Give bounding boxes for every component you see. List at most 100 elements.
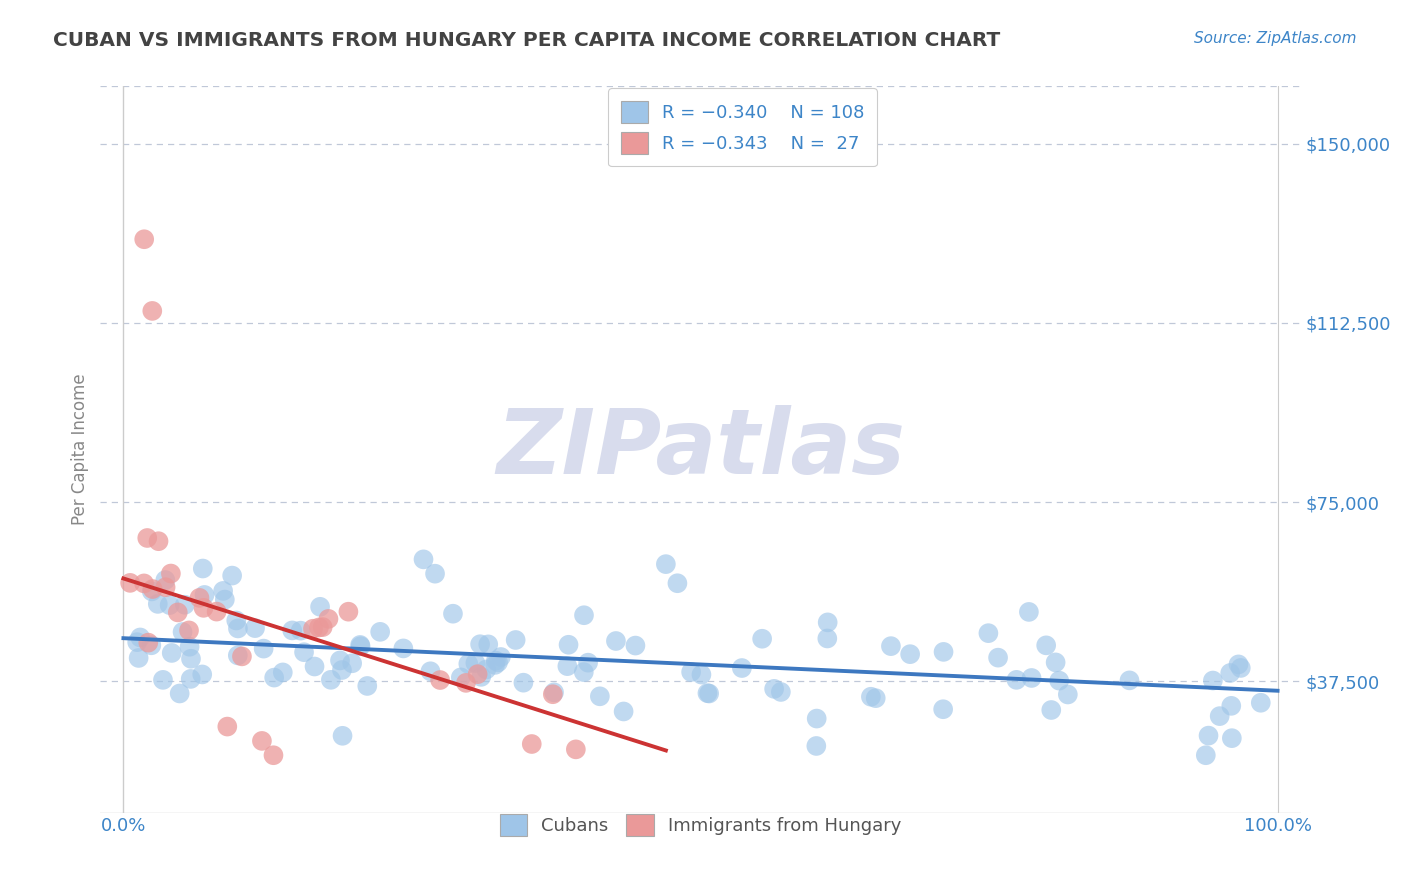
Point [557, 659, 579, 673]
Point [605, 634, 627, 648]
Point [806, 712, 828, 726]
Point [253, 641, 276, 656]
Point [464, 656, 486, 670]
Point [308, 620, 330, 634]
Point [1202, 673, 1225, 688]
Point [572, 608, 595, 623]
Point [1220, 698, 1243, 713]
Point [486, 656, 509, 670]
Point [136, 635, 159, 649]
Point [763, 681, 786, 696]
Point [815, 632, 838, 646]
Point [128, 651, 150, 665]
Point [191, 561, 214, 575]
Point [172, 625, 194, 640]
Point [319, 673, 342, 687]
Point [329, 653, 352, 667]
Point [880, 639, 903, 653]
Point [1056, 688, 1078, 702]
Point [349, 639, 371, 653]
Point [148, 534, 170, 549]
Point [188, 591, 211, 605]
Point [751, 632, 773, 646]
Point [155, 573, 177, 587]
Text: Source: ZipAtlas.com: Source: ZipAtlas.com [1194, 31, 1357, 46]
Point [127, 635, 149, 649]
Point [160, 566, 183, 581]
Point [134, 232, 156, 246]
Point [129, 631, 152, 645]
Point [349, 638, 371, 652]
Point [120, 575, 142, 590]
Point [865, 691, 887, 706]
Point [1118, 673, 1140, 688]
Point [332, 729, 354, 743]
Point [932, 702, 955, 716]
Point [340, 657, 363, 671]
Point [1250, 696, 1272, 710]
Point [180, 652, 202, 666]
Point [271, 665, 294, 680]
Point [191, 667, 214, 681]
Point [392, 641, 415, 656]
Point [214, 592, 236, 607]
Point [520, 737, 543, 751]
Point [141, 638, 163, 652]
Point [217, 720, 239, 734]
Point [1045, 656, 1067, 670]
Point [817, 615, 839, 630]
Point [572, 665, 595, 680]
Point [655, 557, 678, 571]
Point [806, 739, 828, 753]
Point [1195, 748, 1218, 763]
Point [177, 624, 200, 638]
Point [484, 657, 506, 672]
Point [557, 638, 579, 652]
Point [429, 673, 451, 687]
Point [155, 580, 177, 594]
Point [769, 685, 792, 699]
Point [987, 650, 1010, 665]
Point [304, 659, 326, 673]
Point [512, 675, 534, 690]
Point [898, 647, 921, 661]
Point [356, 679, 378, 693]
Point [136, 531, 159, 545]
Point [368, 624, 391, 639]
Point [1018, 605, 1040, 619]
Point [226, 648, 249, 663]
Point [312, 620, 335, 634]
Point [179, 640, 201, 654]
Point [468, 637, 491, 651]
Point [859, 690, 882, 704]
Point [231, 649, 253, 664]
Point [457, 657, 479, 671]
Y-axis label: Per Capita Income: Per Capita Income [72, 374, 89, 525]
Point [696, 686, 718, 700]
Point [412, 552, 434, 566]
Point [193, 588, 215, 602]
Point [193, 600, 215, 615]
Point [1040, 703, 1063, 717]
Point [419, 665, 441, 679]
Point [624, 639, 647, 653]
Point [142, 582, 165, 596]
Point [477, 637, 499, 651]
Point [166, 606, 188, 620]
Point [681, 665, 703, 679]
Point [221, 568, 243, 582]
Point [292, 645, 315, 659]
Point [690, 667, 713, 681]
Point [467, 667, 489, 681]
Point [141, 304, 163, 318]
Text: ZIPatlas: ZIPatlas [496, 406, 905, 493]
Point [263, 671, 285, 685]
Point [141, 584, 163, 599]
Point [281, 624, 304, 638]
Point [697, 686, 720, 700]
Point [1227, 657, 1250, 672]
Point [613, 705, 636, 719]
Point [489, 650, 512, 665]
Point [589, 690, 612, 704]
Point [454, 676, 477, 690]
